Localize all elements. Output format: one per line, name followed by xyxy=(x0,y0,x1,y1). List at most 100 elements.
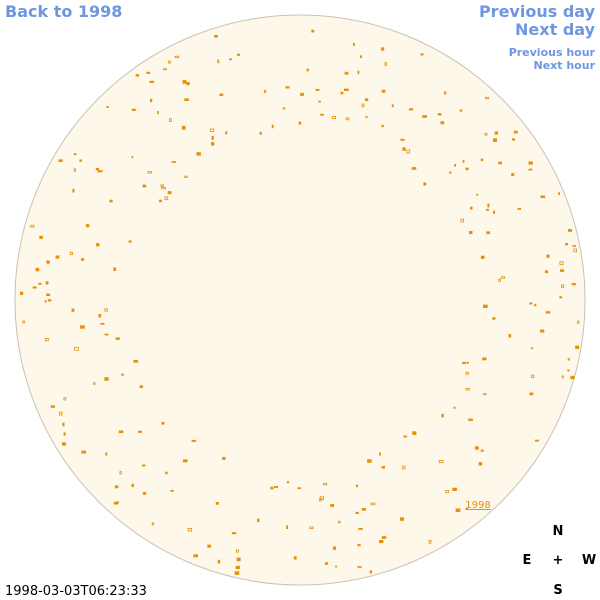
feature xyxy=(95,167,100,171)
feature xyxy=(216,59,220,64)
feature xyxy=(480,158,484,162)
feature xyxy=(39,235,43,239)
feature xyxy=(531,374,535,379)
compass-east: E xyxy=(523,553,532,568)
feature xyxy=(85,224,90,228)
feature xyxy=(315,88,320,91)
feature xyxy=(46,260,50,264)
feature xyxy=(546,254,550,258)
feature xyxy=(161,421,165,425)
feature xyxy=(259,131,262,135)
feature xyxy=(69,251,73,256)
feature xyxy=(182,80,187,84)
feature xyxy=(423,182,427,186)
feature xyxy=(573,248,577,253)
feature xyxy=(113,267,117,271)
back-link[interactable]: Back to 1998 xyxy=(5,2,122,21)
feature xyxy=(131,156,134,159)
feature xyxy=(365,115,368,119)
previous-day-link[interactable]: Previous day xyxy=(479,2,596,21)
feature xyxy=(492,317,496,320)
feature xyxy=(47,299,52,302)
feature xyxy=(215,501,219,505)
feature xyxy=(517,207,522,210)
feature xyxy=(184,98,189,101)
feature xyxy=(345,117,350,121)
feature xyxy=(482,304,488,308)
next-day-link[interactable]: Next day xyxy=(515,20,596,39)
feature xyxy=(540,329,545,333)
feature xyxy=(273,485,279,488)
feature xyxy=(114,485,119,489)
feature xyxy=(370,502,376,506)
feature xyxy=(340,91,344,95)
feature xyxy=(469,206,473,210)
feature xyxy=(493,210,496,214)
feature xyxy=(59,411,63,416)
feature xyxy=(142,464,146,467)
feature xyxy=(572,244,577,247)
feature xyxy=(355,511,359,515)
feature xyxy=(357,70,360,75)
feature xyxy=(106,106,109,109)
feature xyxy=(158,199,162,203)
feature xyxy=(63,432,66,436)
feature xyxy=(167,191,172,195)
feature xyxy=(137,430,142,433)
feature xyxy=(468,418,473,421)
feature xyxy=(568,228,573,232)
feature xyxy=(30,224,35,228)
feature xyxy=(128,240,132,243)
feature xyxy=(170,489,174,492)
feature xyxy=(324,562,328,565)
feature xyxy=(361,507,367,511)
feature xyxy=(391,104,394,108)
feature xyxy=(449,171,452,174)
feature xyxy=(559,261,564,265)
feature xyxy=(270,486,274,490)
feature xyxy=(174,55,180,59)
feature xyxy=(486,208,489,211)
feature xyxy=(169,118,172,122)
feature xyxy=(344,71,349,75)
feature xyxy=(256,518,260,523)
feature xyxy=(402,147,406,151)
feature xyxy=(343,88,349,92)
feature xyxy=(422,115,428,118)
feature xyxy=(483,393,487,396)
feature xyxy=(297,487,302,490)
feature xyxy=(62,442,66,446)
feature xyxy=(412,431,417,436)
feature xyxy=(149,98,153,103)
feature xyxy=(452,487,458,492)
feature xyxy=(104,308,108,312)
feature xyxy=(142,491,147,495)
feature xyxy=(469,230,473,235)
feature xyxy=(513,130,518,134)
feature xyxy=(530,347,534,350)
feature xyxy=(428,539,432,544)
feature xyxy=(225,131,228,135)
feature xyxy=(528,168,533,171)
next-hour-link[interactable]: Next hour xyxy=(534,59,596,72)
feature xyxy=(182,459,188,463)
feature xyxy=(512,138,516,141)
feature xyxy=(437,113,442,116)
feature xyxy=(171,161,176,164)
feature xyxy=(293,556,297,560)
feature xyxy=(498,161,503,165)
feature xyxy=(193,554,199,558)
feature xyxy=(196,152,201,156)
disk-label[interactable]: 1998 xyxy=(465,500,490,511)
feature xyxy=(214,35,218,38)
feature xyxy=(306,68,309,72)
previous-hour-link[interactable]: Previous hour xyxy=(509,46,596,59)
feature xyxy=(131,483,135,488)
feature xyxy=(282,107,286,110)
compass-west: W xyxy=(582,553,596,568)
feature xyxy=(55,255,60,259)
feature xyxy=(480,449,484,452)
feature xyxy=(444,91,447,95)
feature xyxy=(500,276,506,279)
feature xyxy=(338,520,341,524)
